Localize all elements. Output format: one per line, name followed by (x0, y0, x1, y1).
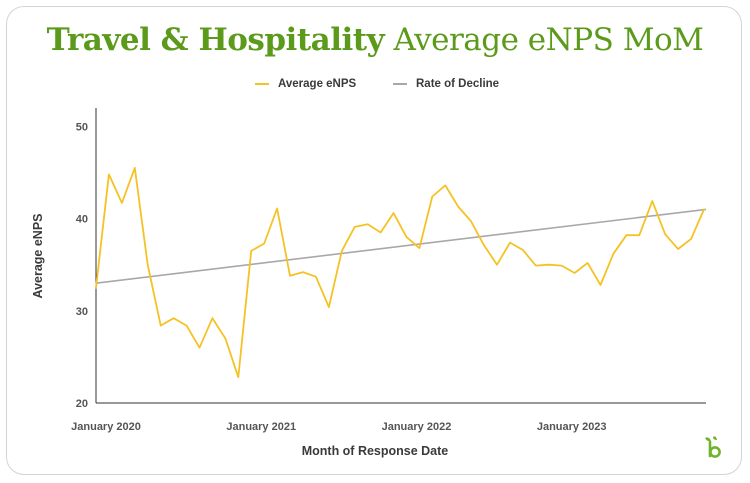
x-tick-label: January 2022 (382, 421, 452, 433)
series-line-average-enps (95, 166, 705, 379)
brand-logo-icon (705, 436, 721, 458)
legend-label-average-enps: Average eNPS (278, 78, 357, 90)
series-group (95, 166, 707, 379)
legend: Average eNPS Rate of Decline (0, 78, 750, 94)
y-tick-label: 20 (76, 398, 88, 410)
y-tick-label: 40 (76, 214, 88, 226)
legend-label-rate-of-decline: Rate of Decline (416, 78, 500, 90)
legend-item-average-enps[interactable]: Average eNPS (255, 78, 356, 90)
legend-item-rate-of-decline[interactable]: Rate of Decline (393, 78, 499, 90)
x-ticks: January 2020 January 2021 January 2022 Janu… (71, 421, 606, 433)
chart-card (6, 6, 742, 475)
legend-swatch-average-enps (255, 83, 269, 85)
chart-title-bold: Travel & Hospitality (46, 22, 385, 58)
x-tick-label: January 2020 (71, 421, 141, 433)
chart-title: Travel & Hospitality Average eNPS MoM (0, 22, 750, 58)
axes (95, 108, 706, 404)
y-tick-label: 50 (76, 121, 88, 133)
chart-title-rest: Average eNPS MoM (384, 22, 704, 58)
y-ticks: 20 30 40 50 (76, 121, 88, 410)
x-axis-label: Month of Response Date (301, 444, 449, 458)
x-tick-label: January 2021 (226, 421, 296, 433)
legend-swatch-rate-of-decline (393, 83, 407, 85)
y-tick-label: 30 (76, 306, 88, 318)
series-line-rate-of-decline (95, 208, 707, 284)
x-tick-label: January 2023 (537, 421, 607, 433)
